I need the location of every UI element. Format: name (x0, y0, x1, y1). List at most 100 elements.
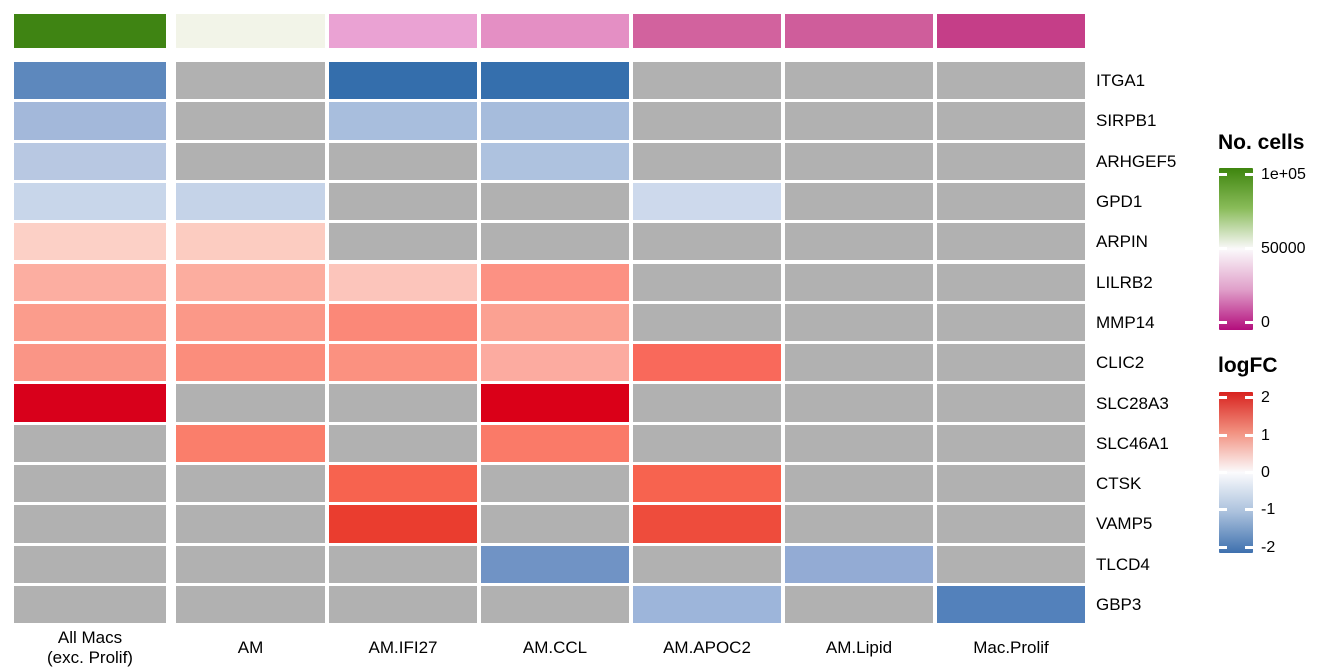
heatmap-cell (14, 142, 166, 180)
row-label: LILRB2 (1096, 272, 1153, 292)
heatmap-cell (785, 465, 933, 503)
heatmap-cell (633, 142, 781, 180)
legend-tick-mark (1245, 395, 1253, 399)
heatmap-cell (937, 424, 1085, 462)
annotation-cell-2 (176, 14, 325, 48)
heatmap-cell (481, 384, 629, 422)
heatmap-cell (633, 585, 781, 624)
column-label: AM.APOC2 (663, 637, 751, 657)
heatmap-cell (14, 344, 166, 382)
heatmap-cell (633, 102, 781, 140)
column-label: AM.CCL (522, 637, 588, 657)
annotation-cell-4 (481, 14, 629, 48)
row-label: CLIC2 (1096, 353, 1145, 373)
heatmap-cell (481, 545, 629, 583)
annotation-cell-6 (785, 14, 933, 48)
heatmap-cell (785, 344, 933, 382)
legend-tick-mark (1245, 246, 1253, 250)
heatmap-cell (176, 102, 325, 140)
heatmap-cell (329, 223, 477, 261)
heatmap-cell (329, 424, 477, 462)
heatmap-cell (176, 424, 325, 462)
column-label: Mac.Prolif (973, 637, 1049, 657)
legend-tick-mark (1219, 433, 1227, 437)
heatmap-cell (937, 465, 1085, 503)
heatmap-cell (937, 142, 1085, 180)
column-label: AM.IFI27 (368, 637, 438, 657)
heatmap-cell (176, 384, 325, 422)
heatmap-cell (785, 505, 933, 543)
heatmap-cell (481, 465, 629, 503)
legend-tick-mark (1219, 320, 1227, 324)
heatmap-cell (785, 223, 933, 261)
heatmap-cell (329, 545, 477, 583)
row-label: GBP3 (1096, 595, 1142, 615)
heatmap-cell (785, 182, 933, 221)
heatmap-cell (481, 223, 629, 261)
row-label: GPD1 (1096, 192, 1143, 212)
heatmap-cell (329, 585, 477, 624)
heatmap-cell (937, 344, 1085, 382)
heatmap-cell (481, 344, 629, 382)
heatmap-cell (481, 303, 629, 342)
heatmap-cell (633, 424, 781, 462)
annotation-cell-7 (937, 14, 1085, 48)
heatmap-cell (785, 303, 933, 342)
row-label: ARPIN (1096, 232, 1148, 252)
legend-tick-label: 0 (1261, 313, 1270, 331)
heatmap-cell (14, 223, 166, 261)
heatmap-cell (481, 182, 629, 221)
legend-tick-label: 2 (1261, 388, 1270, 406)
row-label: ITGA1 (1096, 71, 1146, 91)
legend-tick-mark (1245, 172, 1253, 176)
heatmap-cell (329, 182, 477, 221)
heatmap-cell (937, 545, 1085, 583)
heatmap-cell (329, 465, 477, 503)
heatmap-cell (937, 223, 1085, 261)
heatmap-cell (937, 585, 1085, 624)
heatmap-cell (176, 303, 325, 342)
heatmap-cell (633, 263, 781, 301)
heatmap-cell (785, 62, 933, 100)
heatmap-cell (633, 223, 781, 261)
heatmap-cell (329, 263, 477, 301)
heatmap-cell (14, 182, 166, 221)
legend-tick-mark (1219, 507, 1227, 511)
heatmap-cell (481, 142, 629, 180)
heatmap-cell (633, 505, 781, 543)
legend-tick-mark (1245, 320, 1253, 324)
row-label: VAMP5 (1096, 514, 1153, 534)
heatmap-cell (329, 102, 477, 140)
heatmap-cell (785, 263, 933, 301)
legend-tick-mark (1219, 395, 1227, 399)
heatmap-cell (176, 223, 325, 261)
legend-tick-mark (1245, 507, 1253, 511)
heatmap-cell (176, 344, 325, 382)
heatmap-cell (329, 344, 477, 382)
heatmap-cell (785, 102, 933, 140)
row-label: MMP14 (1096, 312, 1155, 332)
heatmap-cell (329, 303, 477, 342)
row-label: TLCD4 (1096, 554, 1150, 574)
heatmap-cell (785, 384, 933, 422)
heatmap-cell (176, 62, 325, 100)
legend-no-cells-title: No. cells (1218, 131, 1305, 154)
heatmap-cell (329, 505, 477, 543)
heatmap-cell (176, 585, 325, 624)
legend-tick-mark (1219, 172, 1227, 176)
heatmap-cell (481, 102, 629, 140)
heatmap-cell (633, 545, 781, 583)
heatmap-cell (633, 344, 781, 382)
heatmap-cell (14, 424, 166, 462)
legend-tick-mark (1219, 545, 1227, 549)
heatmap-cell (481, 424, 629, 462)
heatmap-cell (176, 465, 325, 503)
heatmap-cell (329, 142, 477, 180)
heatmap-cell (633, 465, 781, 503)
heatmap-cell (633, 62, 781, 100)
heatmap-cell (937, 384, 1085, 422)
column-label: AM.Lipid (825, 637, 893, 657)
heatmap-cell (481, 505, 629, 543)
row-label: CTSK (1096, 474, 1142, 494)
heatmap-cell (14, 384, 166, 422)
